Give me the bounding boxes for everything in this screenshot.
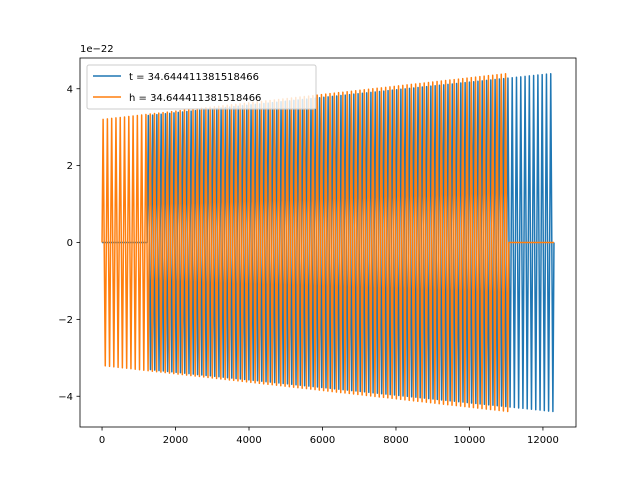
y-axis: −4 −2 0 2 4 [58,84,80,403]
legend-label-t: t = 34.644411381518466 [129,72,259,83]
plot-area [101,72,555,413]
x-axis: 0 2000 4000 6000 8000 10000 12000 [99,427,559,446]
y-tick-label: −2 [58,315,73,326]
y-tick-label: 2 [67,161,73,172]
x-tick-label: 10000 [454,435,486,446]
y-axis-offset-label: 1e−22 [80,44,114,55]
x-tick-label: 8000 [383,435,408,446]
x-tick-label: 2000 [163,435,188,446]
x-tick-label: 0 [99,435,105,446]
y-tick-label: −4 [58,392,73,403]
y-tick-label: 4 [67,84,73,95]
series-line-t [102,72,555,413]
x-tick-label: 12000 [527,435,559,446]
legend: t = 34.644411381518466 h = 34.6444113815… [86,64,317,110]
x-tick-label: 4000 [236,435,261,446]
x-tick-label: 6000 [310,435,335,446]
y-tick-label: 0 [67,238,73,249]
legend-box [86,64,317,110]
legend-label-h: h = 34.644411381518466 [129,93,261,104]
series-line-h [101,72,554,413]
